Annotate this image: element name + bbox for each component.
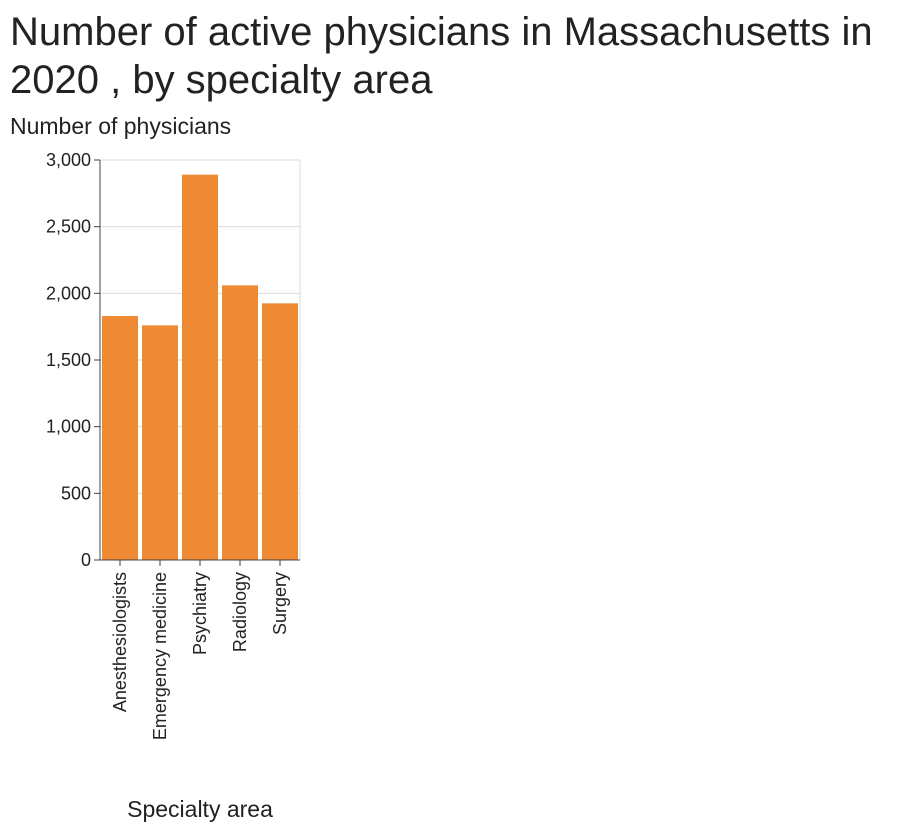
y-axis-label: Number of physicians <box>10 113 232 139</box>
y-tick-label: 500 <box>61 483 91 503</box>
x-tick-label: Psychiatry <box>190 572 210 655</box>
bar <box>142 325 178 560</box>
bar <box>222 285 258 560</box>
y-tick-label: 2,000 <box>46 283 91 303</box>
y-tick-label: 1,000 <box>46 417 91 437</box>
x-tick-label: Surgery <box>270 572 290 635</box>
x-axis-ticks: Anesthesiologists Emergency medicine Psych… <box>110 560 290 740</box>
bar <box>182 174 218 560</box>
y-tick-label: 0 <box>81 550 91 570</box>
x-tick-label: Anesthesiologists <box>110 572 130 712</box>
y-axis-ticks: 0 500 1,000 1,500 2,000 2,500 3,000 <box>46 150 100 570</box>
chart-title: Number of active physicians in Massachus… <box>10 10 873 102</box>
y-tick-label: 1,500 <box>46 350 91 370</box>
y-tick-label: 3,000 <box>46 150 91 170</box>
y-tick-label: 2,500 <box>46 217 91 237</box>
bar <box>102 316 138 560</box>
bars <box>102 174 298 560</box>
x-tick-label: Radiology <box>230 572 250 652</box>
x-tick-label: Emergency medicine <box>150 572 170 740</box>
x-axis-label: Specialty area <box>127 796 273 822</box>
bar <box>262 303 298 560</box>
